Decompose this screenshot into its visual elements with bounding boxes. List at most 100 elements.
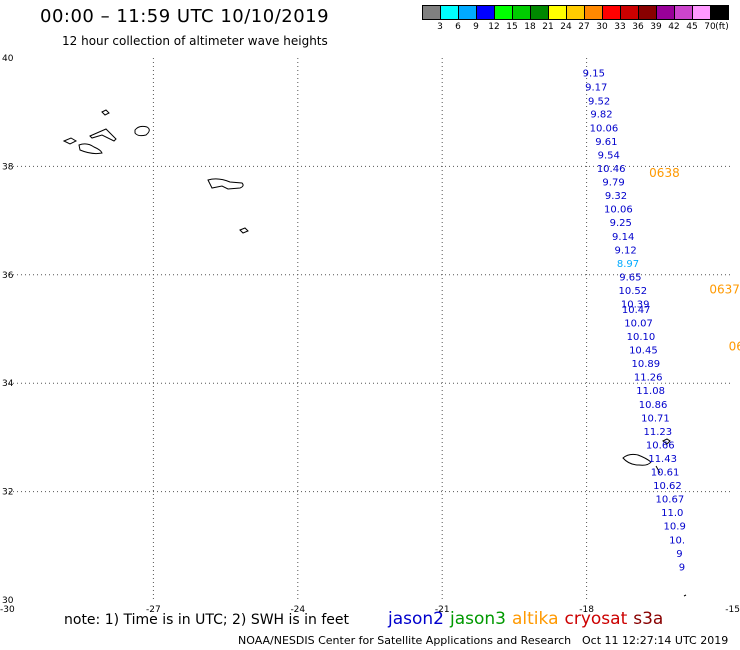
wave-height-value: 11.0 <box>661 508 683 519</box>
footer-note: note: 1) Time is in UTC; 2) SWH is in fe… <box>64 612 350 628</box>
satellite-legend: jason2 jason3 altika cryosat s3a <box>388 609 669 629</box>
wave-height-value: 11.43 <box>648 454 677 465</box>
wave-height-values: 9.15 9.17 9.52 9.82 10.06 9.61 9.54 10.46 9.79 9.… <box>583 69 686 574</box>
wave-height-value: 9.52 <box>588 96 610 107</box>
satellite-cryosat: cryosat <box>564 609 628 629</box>
wave-height-value: 9.65 <box>619 272 641 283</box>
satellite-jason2: jason2 <box>388 609 444 629</box>
wave-height-value: 10.07 <box>624 318 653 329</box>
wave-height-value: 9.79 <box>602 178 624 189</box>
color-scale-legend: 3 6 9 12 15 18 21 24 27 30 33 36 39 42 45 70 (ft) <box>422 5 729 33</box>
wave-height-value: 10.39 <box>621 300 650 311</box>
legend-label: 33 <box>614 22 626 32</box>
wave-height-value: 8.97 <box>617 259 639 270</box>
island-shape <box>134 125 150 137</box>
wave-height-value: 10.71 <box>641 413 670 424</box>
wave-height-value: 9.25 <box>610 218 632 229</box>
wave-height-value: 10.06 <box>604 205 633 216</box>
wave-height-value: 10.46 <box>597 164 626 175</box>
legend-label: 30 <box>596 22 608 32</box>
map-grid <box>9 58 731 600</box>
y-tick-label: 34 <box>2 379 14 389</box>
satellite-s3a: s3a <box>633 609 664 629</box>
legend-label: 39 <box>650 22 662 32</box>
y-tick-label: 38 <box>2 162 14 172</box>
x-tick-label: -24 <box>290 605 305 615</box>
wave-height-value: 9.61 <box>595 137 617 148</box>
generated-time: Oct 11 12:27:14 UTC 2019 <box>582 634 729 647</box>
wave-height-value: 9.12 <box>614 245 636 256</box>
legend-label: 9 <box>473 22 479 32</box>
track-time-label: 0638 <box>649 166 680 180</box>
wave-height-value: 9.14 <box>612 232 634 243</box>
wave-height-value: 10.86 <box>639 400 668 411</box>
wave-height-value: 10.52 <box>618 286 647 297</box>
x-tick-label: -27 <box>146 605 161 615</box>
wave-height-value: 9.54 <box>598 150 620 161</box>
legend-swatch <box>710 5 729 20</box>
legend-unit: (ft) <box>715 22 729 32</box>
legend-label: 42 <box>668 22 680 32</box>
legend-label: 70 <box>704 22 716 32</box>
island-shape <box>62 137 78 145</box>
island-shape <box>207 178 244 190</box>
x-tick-label: -15 <box>725 605 740 615</box>
y-tick-label: 40 <box>2 54 14 64</box>
wave-height-value: 10.67 <box>656 495 685 506</box>
wave-height-value: 10.66 <box>646 440 675 451</box>
wave-height-value: 10.9 <box>664 522 686 533</box>
wave-height-value: 9 <box>679 562 685 573</box>
chart-title: 00:00 – 11:59 UTC 10/10/2019 <box>40 6 330 27</box>
island-shape <box>655 465 661 474</box>
legend-label: 18 <box>524 22 536 32</box>
wave-height-value: 10.47 <box>622 305 651 316</box>
island-shape <box>78 143 103 155</box>
wave-height-value: 9.32 <box>605 191 627 202</box>
wave-height-value: 10. <box>669 535 685 546</box>
satellite-altika: altika <box>512 609 559 629</box>
wave-height-value: 9.17 <box>585 83 607 94</box>
x-tick-label: -18 <box>579 605 594 615</box>
track-time-label: 06 <box>729 339 740 353</box>
wave-height-value: 10.61 <box>651 468 680 479</box>
legend-label: 3 <box>437 22 443 32</box>
wave-height-value: 10.06 <box>590 123 619 134</box>
y-tick-label: 32 <box>2 488 13 498</box>
wave-height-value: 11.23 <box>644 427 673 438</box>
wave-height-value: 9 <box>676 549 682 560</box>
track-time-labels: 0638 0637 06 <box>649 166 740 353</box>
island-shape <box>683 594 687 597</box>
wave-height-value: 9.82 <box>590 109 612 120</box>
axis-tick-labels: -30 -27 -24 -21 -18 -15 30 32 34 36 38 40 <box>0 54 740 615</box>
wave-height-value: 10.45 <box>629 346 658 357</box>
wave-height-value: 11.08 <box>636 386 665 397</box>
island-shape <box>89 128 117 142</box>
island-shape <box>101 109 110 116</box>
credit-text: NOAA/NESDIS Center for Satellite Applica… <box>238 634 572 647</box>
y-tick-label: 30 <box>2 596 14 606</box>
island-shape <box>662 438 671 445</box>
chart-subtitle: 12 hour collection of altimeter wave hei… <box>62 34 328 48</box>
legend-label: 24 <box>560 22 572 32</box>
y-tick-label: 36 <box>2 271 14 281</box>
legend-label: 15 <box>506 22 518 32</box>
wave-height-value: 10.89 <box>631 359 660 370</box>
x-tick-label: -30 <box>0 605 15 615</box>
legend-label: 45 <box>686 22 698 32</box>
wave-height-value: 10.62 <box>653 481 682 492</box>
legend-label: 36 <box>632 22 644 32</box>
legend-label: 6 <box>455 22 461 32</box>
x-tick-label: -21 <box>435 605 450 615</box>
wave-height-value: 10.10 <box>627 332 656 343</box>
island-shape <box>239 227 249 234</box>
legend-label: 21 <box>542 22 554 32</box>
satellite-jason3: jason3 <box>450 609 506 629</box>
track-time-label: 0637 <box>709 282 740 296</box>
coastline-islands <box>62 109 687 597</box>
wave-height-value: 11.26 <box>634 373 663 384</box>
legend-label: 12 <box>488 22 500 32</box>
island-shape <box>622 453 652 466</box>
legend-label: 27 <box>578 22 590 32</box>
wave-height-value: 9.15 <box>583 69 605 80</box>
